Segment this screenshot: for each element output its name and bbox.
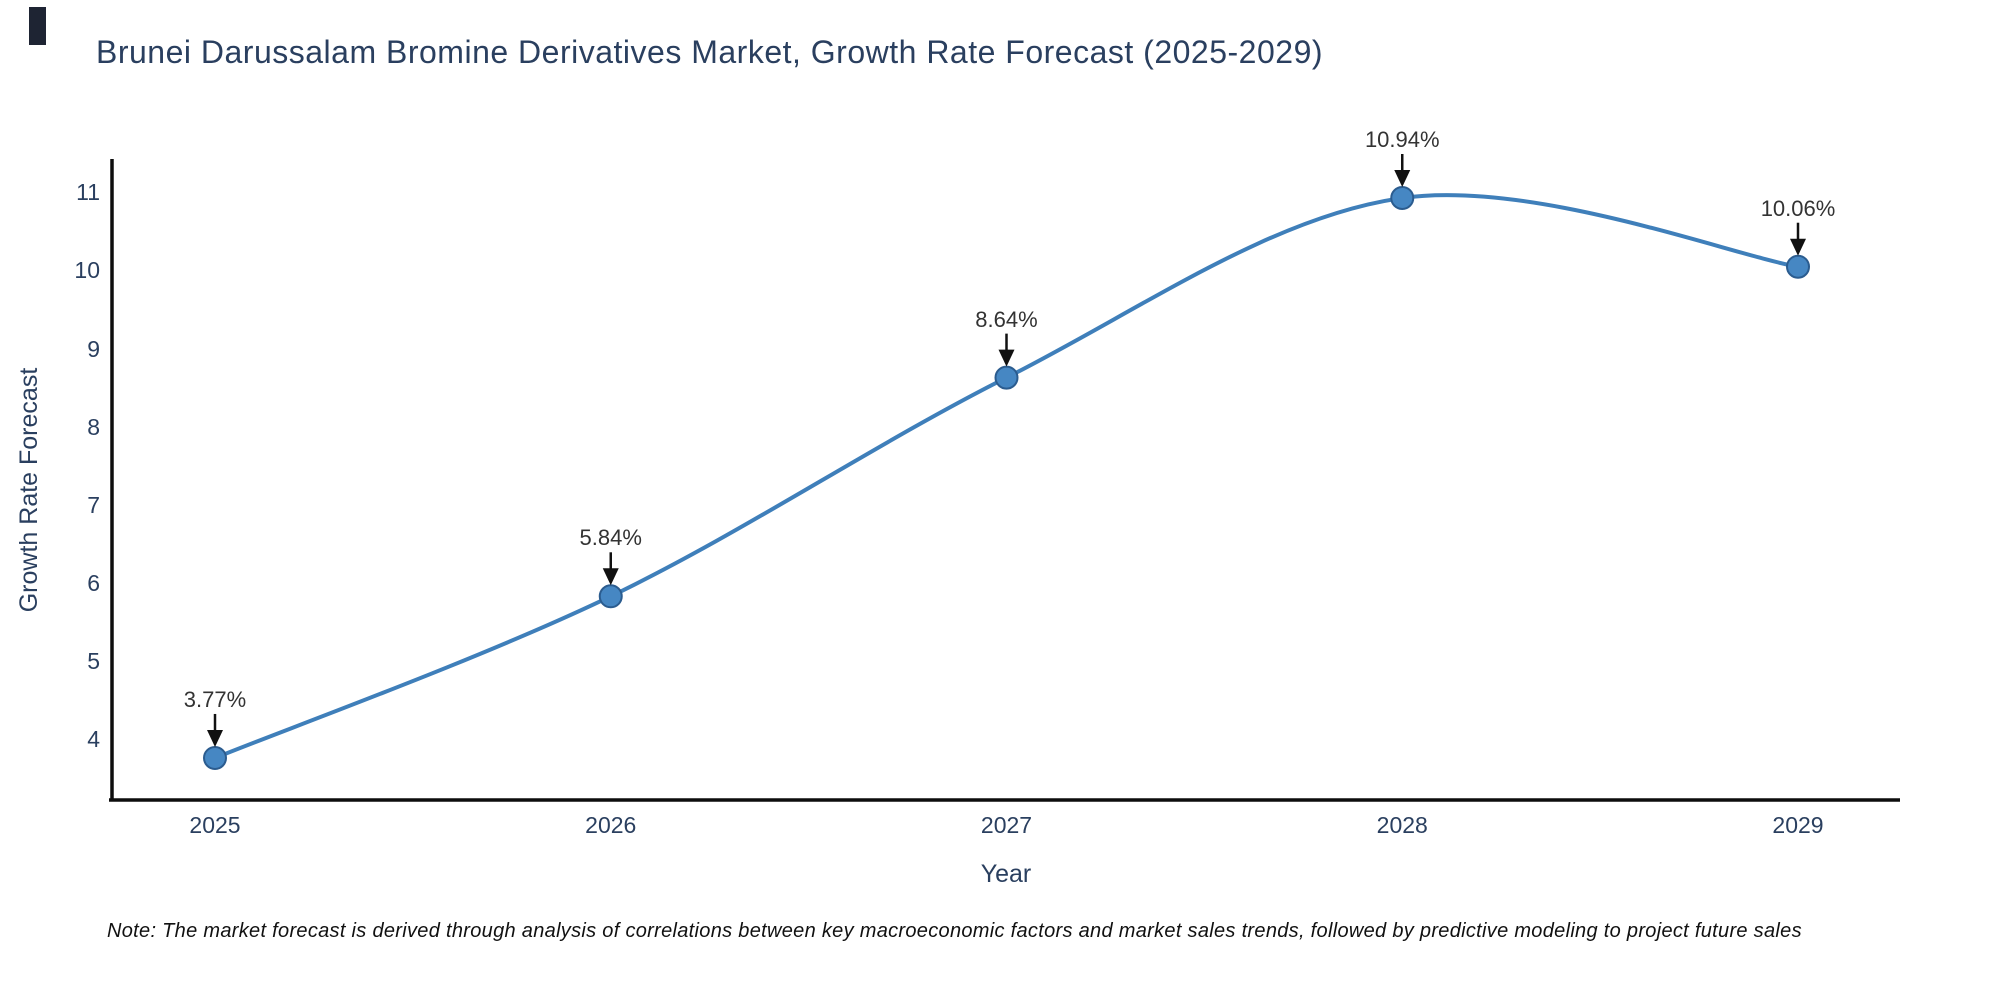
data-point-marker <box>598 584 623 609</box>
point-value-label: 5.84% <box>579 525 642 551</box>
point-value-label: 10.94% <box>1364 126 1440 152</box>
y-tick-label: 10 <box>74 257 100 284</box>
annotation-arrowhead <box>1790 238 1806 256</box>
y-tick-label: 11 <box>76 179 100 206</box>
annotation-arrowhead <box>602 568 619 586</box>
y-tick-label: 6 <box>87 569 100 596</box>
data-point-marker <box>203 745 227 770</box>
x-tick-label: 2028 <box>1376 812 1428 838</box>
data-point-marker <box>1786 254 1810 279</box>
footnote: Note: The market forecast is derived thr… <box>107 920 1802 942</box>
point-value-label: 8.64% <box>975 306 1038 332</box>
data-point-marker <box>1390 185 1415 210</box>
annotation-arrowhead <box>207 729 223 747</box>
x-tick-label: 2027 <box>980 812 1033 838</box>
x-tick-label: 2029 <box>1772 812 1824 838</box>
point-value-label: 10.06% <box>1760 195 1836 221</box>
forecast-line <box>214 193 1799 760</box>
y-tick-label: 9 <box>87 335 100 362</box>
y-tick-label: 4 <box>87 726 100 752</box>
annotation-arrowhead <box>998 349 1015 367</box>
x-axis-title: Year <box>980 860 1032 888</box>
data-point-marker <box>994 365 1019 390</box>
y-tick-label: 5 <box>87 647 100 674</box>
x-tick-label: 2026 <box>585 812 637 838</box>
y-tick-label: 7 <box>87 491 100 518</box>
point-value-label: 3.77% <box>183 686 247 712</box>
cursor-artifact <box>29 7 46 45</box>
chart-title: Brunei Darussalam Bromine Derivatives Ma… <box>96 34 1324 70</box>
annotation-arrowhead <box>1394 169 1411 187</box>
x-tick-label: 2025 <box>189 812 241 838</box>
y-tick-label: 8 <box>87 413 100 440</box>
